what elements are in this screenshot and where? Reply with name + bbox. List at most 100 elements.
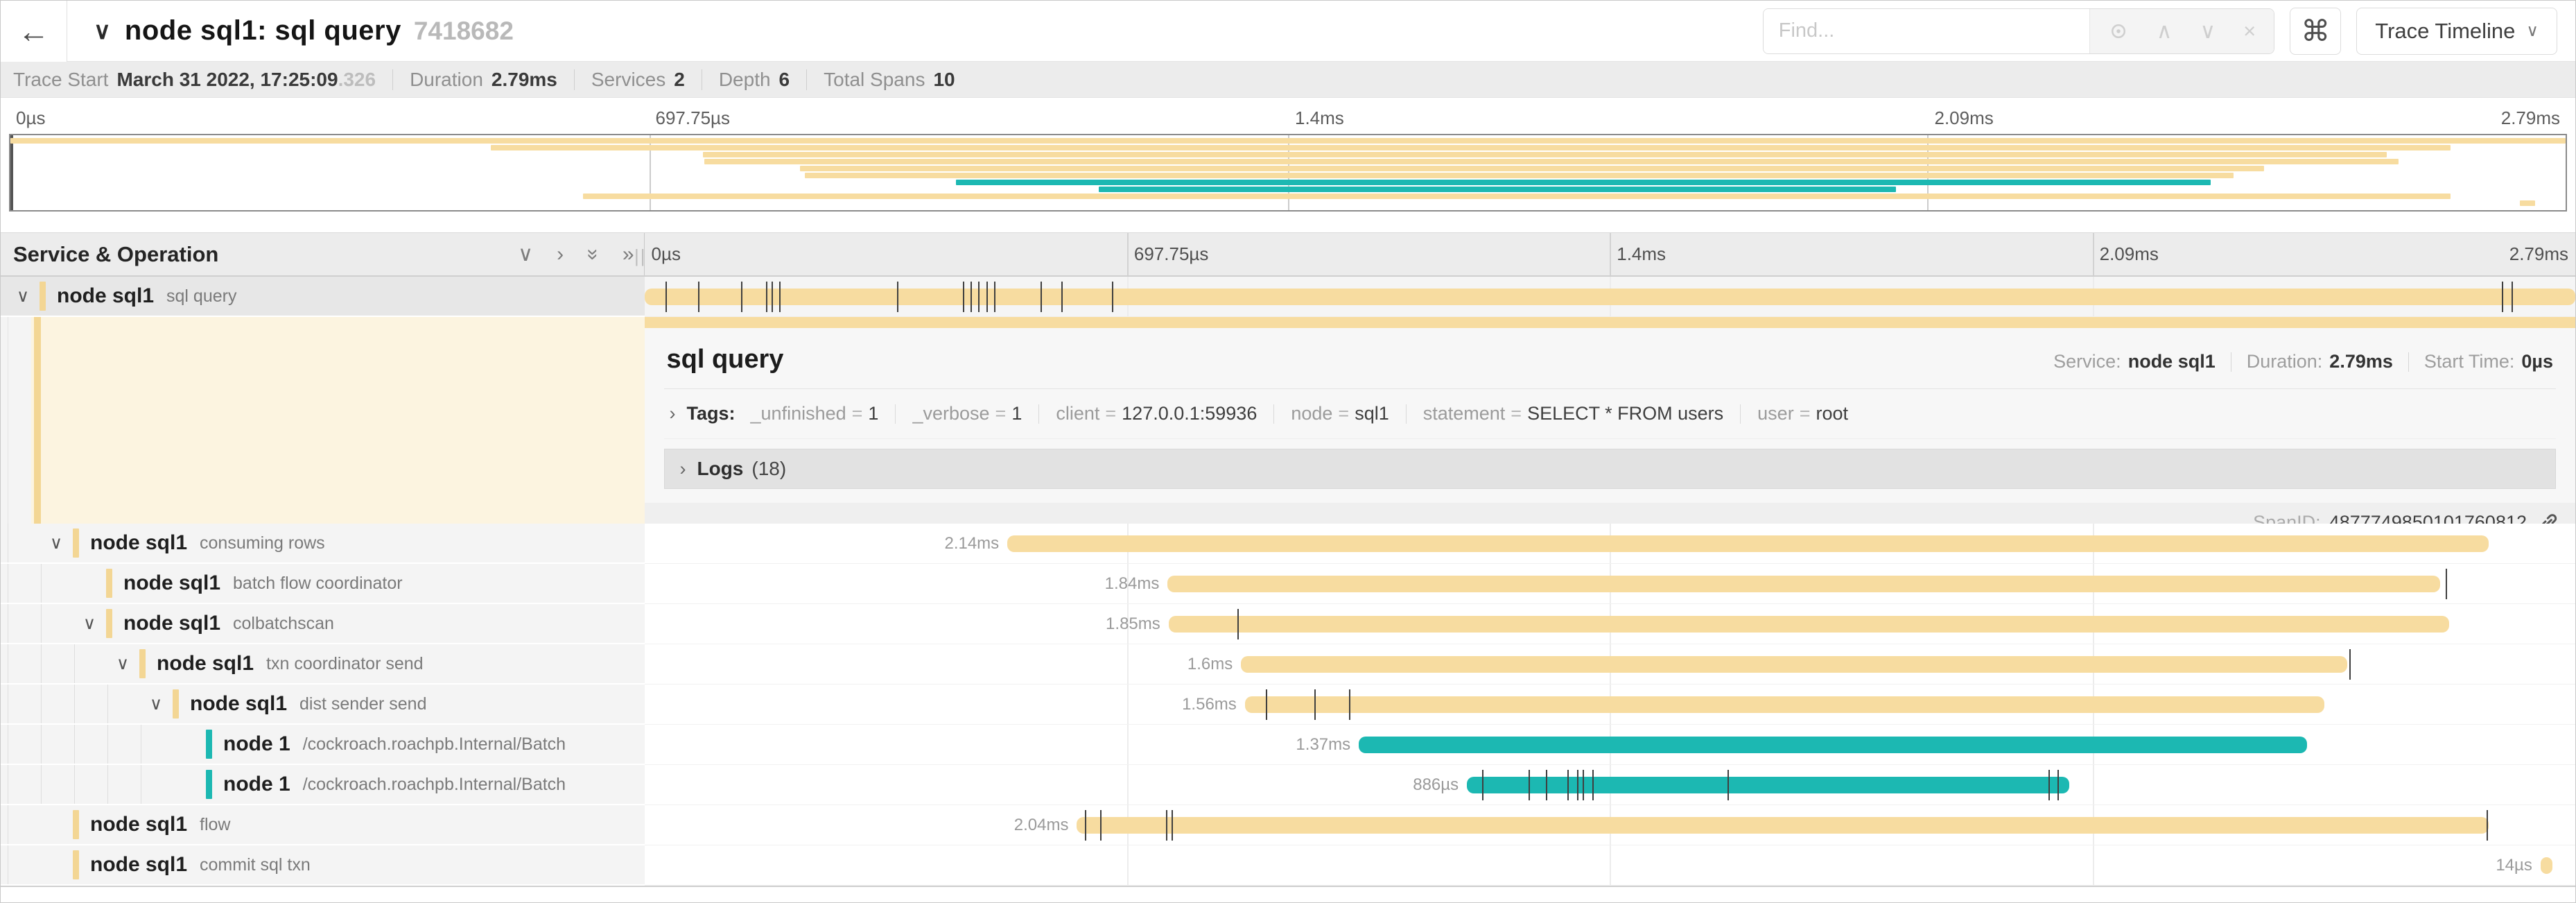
span-duration-bar[interactable] <box>1077 817 2489 834</box>
span-row: ∨ node sql1 dist sender send 1.56ms <box>1 685 2575 725</box>
keyboard-shortcuts-button[interactable]: ⌘ <box>2290 7 2342 55</box>
expand-all-icon[interactable]: » <box>622 242 634 266</box>
span-service-name: node 1 <box>223 732 290 755</box>
span-duration-label: 1.85ms <box>1106 614 1160 633</box>
tag-equals: = <box>1799 403 1811 424</box>
span-log-marker <box>1165 810 1167 841</box>
minimap-span-bar <box>1099 187 1897 192</box>
span-duration-bar[interactable] <box>1359 737 2307 753</box>
logs-accordion[interactable]: › Logs (18) <box>663 449 2556 489</box>
span-duration-bar[interactable] <box>1244 696 2324 713</box>
tag-value: 1 <box>868 403 879 424</box>
minimap-span-bar <box>10 138 2566 144</box>
span-log-marker <box>1349 689 1351 720</box>
span-duration-bar[interactable] <box>1241 656 2348 673</box>
tree-guide-line <box>41 564 74 603</box>
detail-meta-label: Duration: <box>2246 351 2323 372</box>
detail-meta-value: 0µs <box>2521 351 2553 372</box>
span-tree-item[interactable]: ∨ node sql1 sql query <box>1 277 645 317</box>
span-timeline-cell[interactable]: 2.14ms <box>644 524 2575 564</box>
tree-guide-line <box>8 524 41 562</box>
tag-equals: = <box>995 403 1007 424</box>
span-duration-bar[interactable] <box>2540 857 2552 874</box>
tag-value: SELECT * FROM users <box>1527 403 1724 424</box>
span-row: node 1/cockroach.roachpb.Internal/Batch 8… <box>1 765 2575 805</box>
tags-label: Tags: <box>686 403 736 424</box>
trace-collapse-chevron-icon[interactable]: ∨ <box>94 17 111 44</box>
meta-separator <box>573 69 575 90</box>
detail-meta-label: Start Time: <box>2423 351 2515 372</box>
span-tree-item[interactable]: ∨ node sql1 txn coordinator send <box>1 644 645 685</box>
tags-accordion[interactable]: › Tags: _unfinished = 1 _verbose = 1 client = 12… <box>663 389 2556 439</box>
panel-resize-handle[interactable]: || <box>634 246 647 266</box>
tree-expand-chevron-icon[interactable]: ∨ <box>16 286 30 306</box>
span-tree-item[interactable]: ∨ node sql1 dist sender send <box>1 685 645 725</box>
span-timeline-cell[interactable]: 1.6ms <box>644 644 2575 685</box>
tree-guide-line <box>74 685 107 723</box>
tree-expand-chevron-icon[interactable]: ∨ <box>116 654 130 673</box>
span-log-marker <box>1040 282 1042 312</box>
tree-guide-line <box>141 725 174 764</box>
tag-equals: = <box>1105 403 1117 424</box>
minimap-span-bar <box>582 194 2451 199</box>
span-timeline-cell[interactable]: 1.37ms <box>644 725 2575 765</box>
span-timeline-cell[interactable]: 14µs <box>644 845 2575 886</box>
span-tree-item[interactable]: node sql1 commit sql txn <box>1 845 645 886</box>
span-log-marker <box>1084 810 1086 841</box>
tag-key: _verbose <box>912 403 990 424</box>
tree-guide-line <box>8 805 41 844</box>
span-duration-bar[interactable] <box>1168 616 2449 633</box>
view-selector-button[interactable]: Trace Timeline ∨ <box>2356 7 2557 55</box>
span-log-marker <box>1583 770 1585 800</box>
span-row: ∨ node sql1 colbatchscan 1.85ms <box>1 604 2575 644</box>
span-log-marker <box>772 282 774 312</box>
tag-value: 1 <box>1011 403 1022 424</box>
span-tree-item[interactable]: ∨ node sql1 colbatchscan <box>1 604 645 644</box>
span-duration-bar[interactable] <box>1007 535 2489 552</box>
span-timeline-cell[interactable]: 1.84ms <box>644 564 2575 604</box>
span-timeline-cell[interactable]: 1.85ms <box>644 604 2575 644</box>
minimap-span-bar <box>805 173 2234 178</box>
span-color-bar <box>73 850 79 879</box>
gridline <box>1126 765 1129 805</box>
minimap-ruler: 0µs 697.75µs 1.4ms 2.09ms 2.79ms <box>9 102 2567 134</box>
tree-controls: ∨ › » » <box>518 242 634 266</box>
span-operation-name: consuming rows <box>200 533 325 553</box>
find-input[interactable] <box>1763 8 2089 53</box>
span-tree-item[interactable]: node 1/cockroach.roachpb.Internal/Batch <box>1 725 645 765</box>
span-duration-label: 2.04ms <box>1013 815 1069 834</box>
tree-guide-line <box>74 725 107 764</box>
tree-expand-chevron-icon[interactable]: ∨ <box>82 614 96 633</box>
span-duration-bar[interactable] <box>644 289 2575 305</box>
span-tree-item[interactable]: node 1/cockroach.roachpb.Internal/Batch <box>1 765 645 805</box>
span-timeline-cell[interactable] <box>644 277 2575 317</box>
meta-value-suffix: .326 <box>338 68 376 90</box>
span-log-marker <box>1592 770 1594 800</box>
expand-one-icon[interactable]: › <box>557 242 564 266</box>
find-prev-icon[interactable]: ∧ <box>2156 18 2173 43</box>
span-timeline-cell[interactable]: 1.56ms <box>644 685 2575 725</box>
trace-minimap[interactable] <box>9 134 2567 212</box>
tag-separator <box>895 404 896 424</box>
span-operation-name: /cockroach.roachpb.Internal/Batch <box>302 734 566 754</box>
find-clear-icon[interactable]: × <box>2243 18 2256 43</box>
back-button[interactable]: ← <box>1 1 67 62</box>
focus-match-icon[interactable] <box>2108 21 2129 42</box>
span-tree-item[interactable]: ∨ node sql1 consuming rows <box>1 524 645 564</box>
tick-label: 697.75µs <box>1133 243 1209 264</box>
span-timeline-cell[interactable]: 2.04ms <box>644 805 2575 845</box>
gridline <box>1126 233 1129 275</box>
span-timeline-cell[interactable]: 886µs <box>644 765 2575 805</box>
span-tree-item[interactable]: node sql1 flow <box>1 805 645 845</box>
collapse-one-icon[interactable]: ∨ <box>518 243 534 266</box>
span-duration-bar[interactable] <box>1167 576 2440 592</box>
tree-expand-chevron-icon[interactable]: ∨ <box>49 533 63 553</box>
tree-expand-chevron-icon[interactable]: ∨ <box>149 694 163 714</box>
find-next-icon[interactable]: ∨ <box>2200 18 2216 43</box>
collapse-all-icon[interactable]: » <box>582 248 605 260</box>
span-tree-item[interactable]: node sql1 batch flow coordinator <box>1 564 645 604</box>
tag-separator <box>1740 404 1741 424</box>
span-duration-bar[interactable] <box>1467 777 2070 793</box>
span-detail-left-column <box>1 317 645 524</box>
minimap-left-handle[interactable] <box>10 135 13 210</box>
